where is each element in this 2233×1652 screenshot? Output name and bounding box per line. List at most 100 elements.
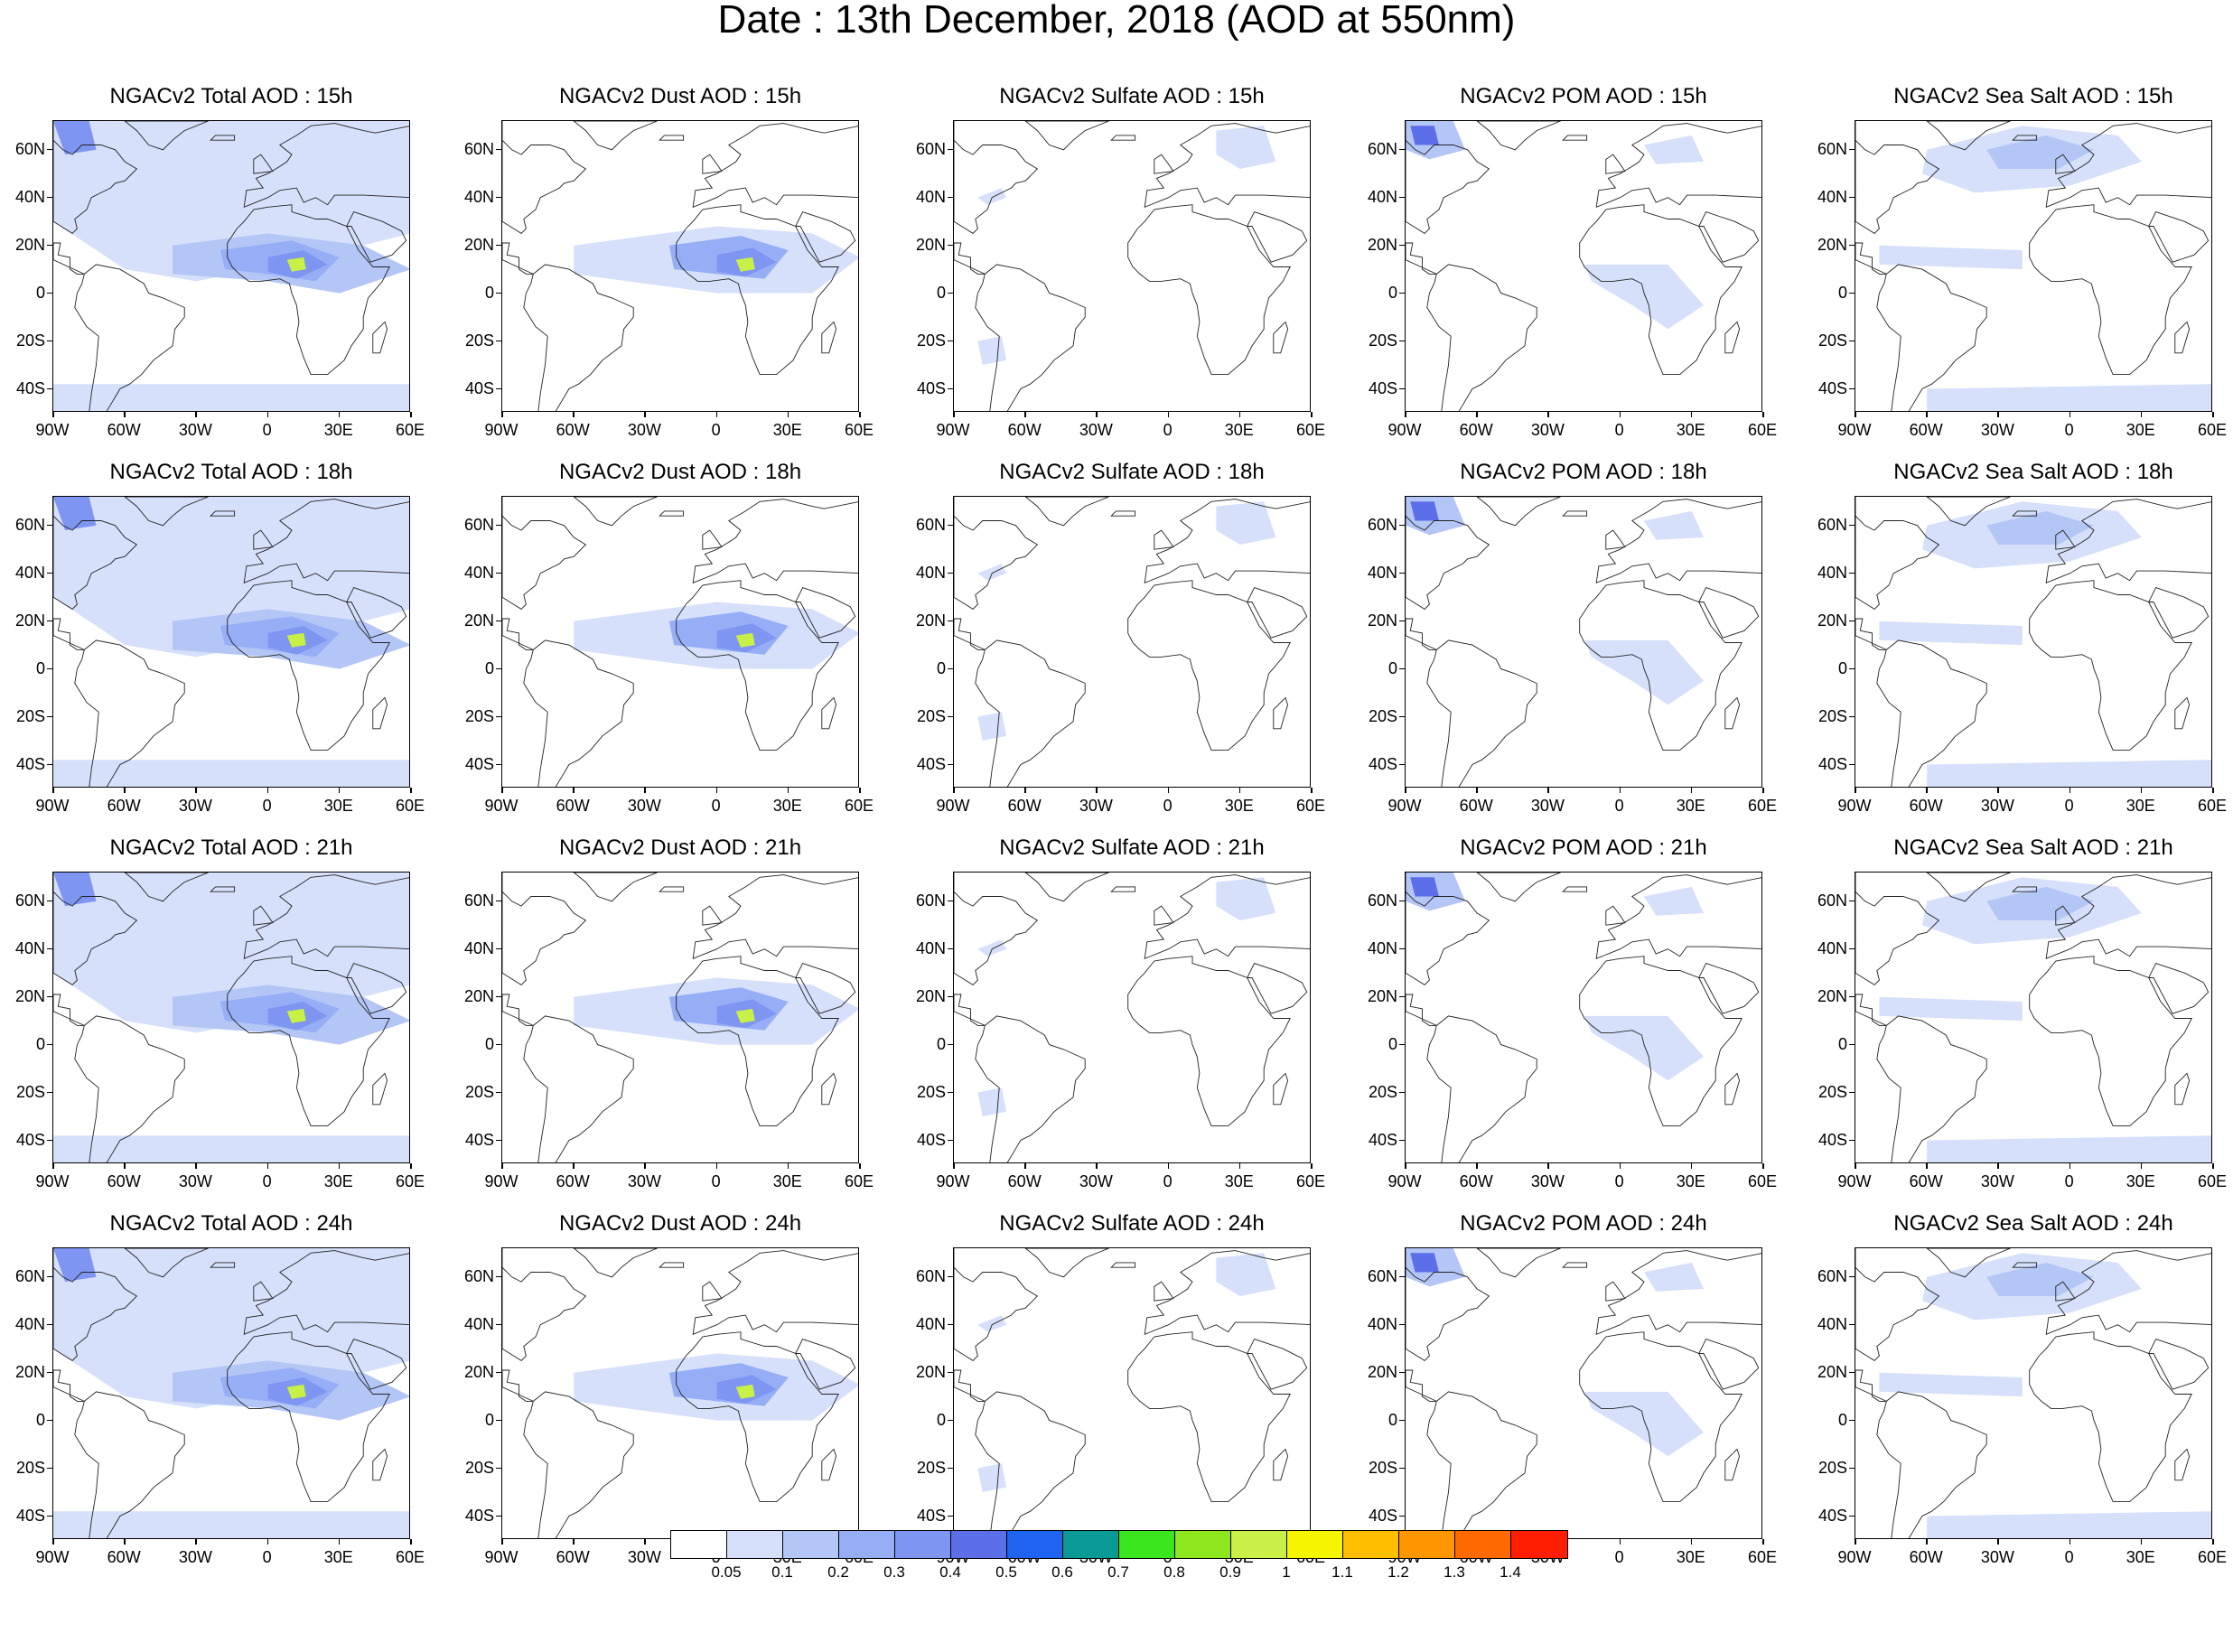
aod-map xyxy=(1406,121,1761,411)
x-tick-label: 0 xyxy=(262,1548,272,1566)
y-tick-label: 40S xyxy=(15,754,45,773)
y-tick-mark xyxy=(1399,1467,1405,1470)
x-tick-mark xyxy=(1762,788,1764,793)
y-tick-label: 40S xyxy=(916,378,946,397)
aod-field xyxy=(1410,877,1439,897)
y-tick-label: 40N xyxy=(1367,187,1397,206)
y-tick-mark xyxy=(948,1515,953,1517)
y-tick-mark xyxy=(948,1419,953,1422)
coastline xyxy=(1406,1369,1437,1402)
x-tick-label: 30W xyxy=(178,421,212,439)
panel-title: NGACv2 Sea Salt AOD : 21h xyxy=(1893,835,2173,860)
colorbar-label: 0.9 xyxy=(1219,1563,1241,1581)
x-tick-label: 30W xyxy=(627,797,661,815)
y-tick-label: 40N xyxy=(463,563,494,582)
map-panel xyxy=(1405,120,1762,412)
x-tick-mark xyxy=(1690,1539,1693,1545)
y-tick-mark xyxy=(496,1091,501,1094)
aod-map xyxy=(53,497,409,787)
y-tick-label: 0 xyxy=(35,658,45,677)
aod-map xyxy=(954,121,1310,411)
coastline xyxy=(2029,956,2192,1127)
y-tick-label: 0 xyxy=(1387,283,1397,302)
x-tick-mark xyxy=(501,1539,503,1545)
y-tick-label: 20N xyxy=(463,235,494,254)
coastline xyxy=(692,123,858,209)
x-tick-label: 90W xyxy=(484,421,519,439)
aod-field xyxy=(1879,1372,2023,1397)
y-tick-label: 20N xyxy=(915,235,946,254)
y-tick-label: 40N xyxy=(1367,563,1397,582)
coastline xyxy=(821,1448,837,1481)
coastline xyxy=(1127,956,1291,1127)
y-tick-mark xyxy=(496,1139,501,1142)
y-tick-mark xyxy=(47,900,52,902)
x-tick-mark xyxy=(410,1539,412,1545)
coastline xyxy=(1406,618,1437,650)
x-tick-mark xyxy=(1311,412,1313,417)
y-tick-mark xyxy=(948,148,953,151)
x-tick-mark xyxy=(1096,788,1098,793)
y-tick-label: 20S xyxy=(464,1082,494,1101)
colorbar-swatch xyxy=(1119,1531,1175,1558)
coastline xyxy=(954,618,986,650)
coastline xyxy=(1426,1015,1537,1162)
x-tick-mark xyxy=(1238,1163,1241,1169)
x-tick-label: 0 xyxy=(262,1172,272,1190)
coastline xyxy=(1855,242,1887,275)
y-tick-mark xyxy=(1849,524,1855,527)
coastline xyxy=(243,1250,409,1336)
aod-map xyxy=(1406,873,1761,1162)
x-tick-mark xyxy=(1619,788,1621,793)
y-tick-mark xyxy=(1399,1323,1405,1326)
coastline xyxy=(2055,905,2076,926)
y-tick-mark xyxy=(948,900,953,902)
x-tick-mark xyxy=(1547,788,1549,793)
x-tick-mark xyxy=(501,412,503,417)
y-tick-mark xyxy=(496,244,501,247)
coastline xyxy=(345,1339,407,1390)
coastline xyxy=(1562,886,1588,892)
coastline xyxy=(345,587,407,639)
aod-field xyxy=(53,1248,97,1283)
x-tick-mark xyxy=(2069,1539,2071,1545)
aod-map xyxy=(502,121,858,411)
y-tick-label: 40N xyxy=(14,1314,45,1333)
x-tick-mark xyxy=(1762,412,1764,417)
y-tick-label: 0 xyxy=(936,658,946,677)
x-tick-mark xyxy=(124,788,126,793)
y-tick-label: 20N xyxy=(1367,1362,1397,1381)
y-tick-label: 20N xyxy=(14,986,45,1005)
coastline xyxy=(676,956,839,1127)
aod-field xyxy=(1410,501,1439,521)
y-tick-mark xyxy=(1399,340,1405,342)
coastline xyxy=(210,1262,236,1268)
y-tick-mark xyxy=(948,340,953,342)
coastline xyxy=(2147,963,2210,1014)
y-tick-mark xyxy=(496,620,501,622)
aod-map xyxy=(954,1248,1310,1538)
coastline xyxy=(1855,1248,1940,1361)
x-tick-mark xyxy=(1926,412,1928,417)
panel-title: NGACv2 Sulfate AOD : 15h xyxy=(999,84,1265,108)
x-tick-label: 30W xyxy=(627,1172,661,1190)
y-tick-mark xyxy=(47,1419,52,1422)
x-tick-label: 0 xyxy=(2064,1172,2074,1190)
panel-title: NGACv2 Dust AOD : 21h xyxy=(558,835,802,860)
coastline xyxy=(954,121,1039,234)
x-tick-mark xyxy=(410,1163,412,1169)
coastline xyxy=(2045,1250,2211,1336)
x-tick-label: 0 xyxy=(2064,1548,2074,1566)
y-tick-mark xyxy=(1399,1419,1405,1422)
x-tick-mark xyxy=(1024,788,1026,793)
y-tick-mark xyxy=(47,715,52,718)
x-tick-mark xyxy=(1476,788,1478,793)
y-tick-label: 0 xyxy=(1387,1034,1397,1053)
y-tick-mark xyxy=(948,620,953,622)
y-tick-mark xyxy=(1399,244,1405,247)
colorbar-label: 0.5 xyxy=(995,1563,1017,1581)
y-tick-label: 0 xyxy=(35,283,45,302)
x-tick-mark xyxy=(859,788,861,793)
coastline xyxy=(1876,264,1987,411)
x-tick-label: 30E xyxy=(772,797,802,815)
